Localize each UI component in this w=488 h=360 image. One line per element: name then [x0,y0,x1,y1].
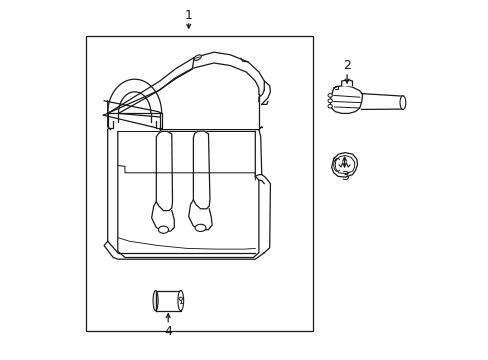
Ellipse shape [399,96,405,109]
Ellipse shape [195,224,205,231]
Polygon shape [151,202,174,231]
Text: 4: 4 [164,325,172,338]
Ellipse shape [158,226,168,233]
Ellipse shape [194,55,201,60]
Polygon shape [329,86,362,113]
Polygon shape [341,80,352,86]
Ellipse shape [327,94,332,97]
Text: 1: 1 [184,9,192,22]
Ellipse shape [178,291,183,311]
Polygon shape [331,153,357,177]
Polygon shape [188,200,212,230]
Bar [86,36,312,331]
Ellipse shape [179,297,182,300]
Ellipse shape [327,104,332,108]
Polygon shape [156,131,172,211]
Ellipse shape [153,291,158,311]
Ellipse shape [327,99,332,103]
Text: 3: 3 [340,170,348,183]
Polygon shape [193,131,209,209]
Polygon shape [155,291,181,311]
Polygon shape [361,94,402,109]
Text: 2: 2 [343,59,350,72]
